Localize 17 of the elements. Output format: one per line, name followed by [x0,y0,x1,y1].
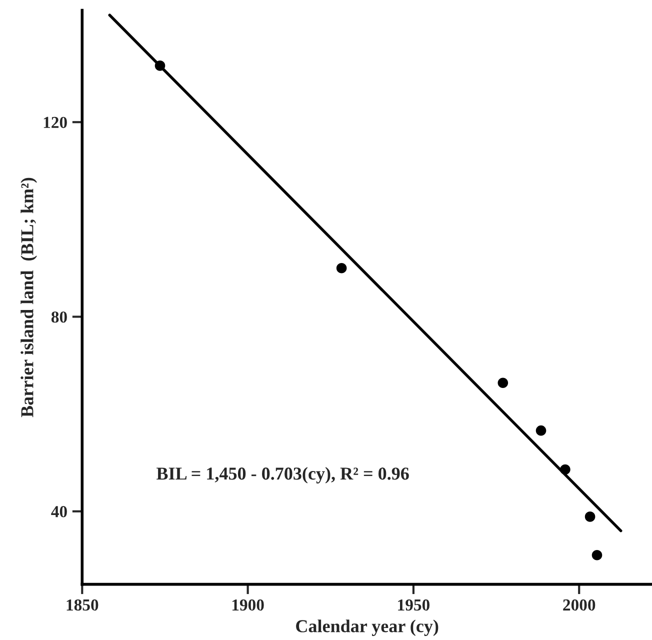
x-tick-label: 2000 [563,599,596,611]
point [154,60,166,71]
x-axis-title: Calendar year (cy) [296,620,438,636]
y-tick-label: 40 [51,506,67,518]
point [592,550,602,560]
annotation: BIL = 1,450 - 0.703(cy), R² = 0.96 [156,467,409,484]
point [536,425,546,436]
x-tick-label: 1950 [398,599,430,611]
point [584,512,596,522]
y-tick-label: 80 [51,311,67,323]
point [336,262,347,274]
point [560,464,570,475]
y-axis-title: Barrier island land (BIL; km²) [20,178,38,418]
x-tick-label: 1900 [232,599,264,611]
point [498,378,508,388]
x-tick-label: 1850 [66,599,98,611]
y-tick-label: 120 [44,116,67,128]
